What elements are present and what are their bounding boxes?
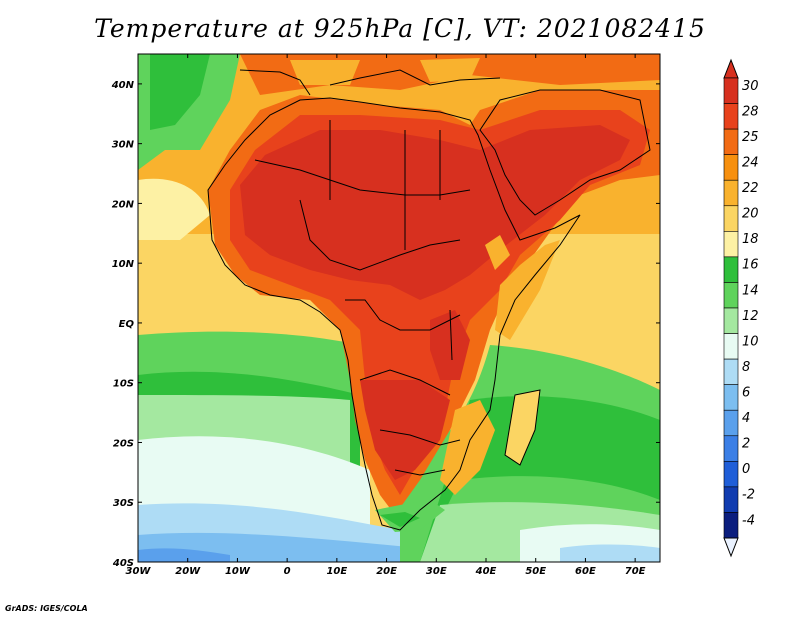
lon-tick-label: 50E bbox=[525, 566, 546, 577]
lon-tick-label: 30W bbox=[126, 566, 152, 577]
colorbar-label: 10 bbox=[742, 334, 759, 349]
colorbar-under-arrow bbox=[723, 537, 739, 558]
colorbar-label: -4 bbox=[742, 513, 755, 528]
longitude-axis: 30W 20W 10W 0 10E 20E 30E 40E 50E 60E 70E bbox=[126, 54, 646, 577]
colorbar-label: 24 bbox=[742, 156, 759, 171]
colorbar-swatch bbox=[723, 333, 739, 360]
colorbar-swatch bbox=[723, 128, 739, 155]
map-frame bbox=[137, 53, 661, 563]
lat-tick-label: 10N bbox=[112, 259, 135, 270]
colorbar-swatch bbox=[723, 435, 739, 462]
lon-tick-label: 40E bbox=[475, 566, 497, 577]
colorbar-swatch bbox=[723, 231, 739, 258]
colorbar-label: 20 bbox=[742, 207, 759, 222]
colorbar-swatch bbox=[723, 409, 739, 437]
lon-tick-label: 30E bbox=[426, 566, 447, 577]
colorbar-label: 8 bbox=[742, 360, 750, 375]
credit-text: GrADS: IGES/COLA bbox=[5, 604, 88, 613]
colorbar-swatch bbox=[723, 358, 739, 385]
colorbar-label: 25 bbox=[742, 130, 759, 145]
colorbar-swatch bbox=[723, 512, 739, 539]
lon-tick-label: 20E bbox=[376, 566, 397, 577]
colorbar-label: 0 bbox=[742, 462, 750, 477]
colorbar-label: 12 bbox=[742, 309, 759, 324]
lon-tick-label: 60E bbox=[575, 566, 596, 577]
latitude-axis: 40N 30N 20N 10N EQ 10S 20S 30S 40S bbox=[111, 80, 660, 569]
colorbar-label: 28 bbox=[742, 104, 759, 119]
lat-tick-label: 20N bbox=[112, 199, 135, 210]
colorbar-swatch bbox=[723, 307, 739, 334]
colorbar-label: 2 bbox=[742, 437, 750, 452]
colorbar-swatch bbox=[723, 282, 739, 309]
lat-tick-label: 30N bbox=[112, 140, 135, 151]
map-title: Temperature at 925hPa [C], VT: 202108241… bbox=[94, 14, 706, 43]
lon-tick-label: 20W bbox=[175, 566, 201, 577]
colorbar-swatch bbox=[723, 154, 739, 181]
colorbar-label: 4 bbox=[742, 411, 750, 426]
lat-tick-label: EQ bbox=[119, 319, 135, 330]
colorbar-swatch bbox=[723, 461, 739, 488]
lat-tick-label: 10S bbox=[113, 379, 134, 390]
colorbar-label: 22 bbox=[742, 181, 759, 196]
colorbar-swatch bbox=[723, 486, 739, 513]
lat-tick-label: 40N bbox=[111, 80, 135, 91]
colorbar-over-arrow bbox=[723, 58, 739, 79]
colorbar-swatch bbox=[723, 179, 739, 207]
lon-tick-label: 0 bbox=[284, 566, 291, 577]
colorbar-swatch bbox=[723, 77, 739, 104]
lat-tick-label: 20S bbox=[113, 438, 134, 449]
colorbar-label: -2 bbox=[742, 488, 755, 503]
lat-tick-label: 40S bbox=[112, 558, 134, 569]
lon-tick-label: 10W bbox=[225, 566, 251, 577]
colorbar-label: 30 bbox=[742, 79, 759, 94]
coastlines bbox=[207, 69, 651, 531]
lat-tick-label: 30S bbox=[113, 498, 134, 509]
colorbar-swatch bbox=[723, 384, 739, 411]
lon-tick-label: 10E bbox=[326, 566, 347, 577]
colorbar-label: 18 bbox=[742, 232, 759, 247]
lon-tick-label: 70E bbox=[625, 566, 646, 577]
colorbar-swatch bbox=[723, 205, 739, 232]
temperature-field bbox=[138, 54, 660, 562]
colorbar-label: 14 bbox=[742, 283, 759, 298]
colorbar-swatch bbox=[723, 256, 739, 283]
colorbar-label: 16 bbox=[742, 258, 759, 273]
colorbar-swatch bbox=[723, 103, 739, 130]
colorbar-label: 6 bbox=[742, 386, 750, 401]
